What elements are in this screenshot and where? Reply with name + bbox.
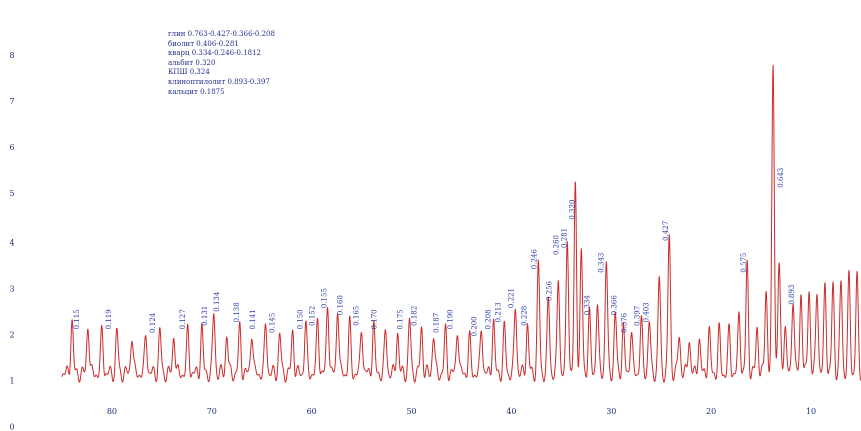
peak-label: 0.260 bbox=[552, 235, 560, 255]
peak-label: 0.124 bbox=[149, 312, 157, 333]
peak-label: 0.366 bbox=[610, 295, 618, 316]
y-tick-label: 0 bbox=[9, 422, 14, 431]
peak-label: 0.127 bbox=[179, 309, 187, 329]
series-line bbox=[61, 64, 861, 383]
peak-label: 0.403 bbox=[642, 302, 650, 322]
peak-label: 0.281 bbox=[560, 228, 568, 248]
y-tick-label: 6 bbox=[9, 143, 14, 152]
y-tick-label: 1 bbox=[9, 376, 14, 385]
x-tick-label: 80 bbox=[107, 407, 117, 416]
legend-line-albite: альбит 0.320 bbox=[168, 58, 216, 67]
peak-label: 0.643 bbox=[777, 168, 785, 188]
x-tick-label: 10 bbox=[806, 407, 816, 416]
x-tick-label: 50 bbox=[406, 407, 416, 416]
peak-label: 0.246 bbox=[530, 249, 538, 270]
x-tick-label: 40 bbox=[506, 407, 516, 416]
peak-label: 0.427 bbox=[662, 221, 670, 241]
y-axis-ticks: 8 7 6 5 4 3 2 1 0 bbox=[9, 51, 14, 431]
peak-label: 0.138 bbox=[233, 302, 241, 322]
y-tick-label: 4 bbox=[9, 238, 14, 247]
y-tick-label: 5 bbox=[9, 189, 14, 198]
peak-label: 0.213 bbox=[494, 302, 502, 322]
x-tick-label: 60 bbox=[307, 407, 317, 416]
peak-label: 0.320 bbox=[568, 200, 576, 220]
y-tick-label: 8 bbox=[9, 51, 14, 60]
mineral-legend: глин 0.763-0.427-0.366-0.208 биолит 0.40… bbox=[168, 30, 275, 97]
peak-label: 0.175 bbox=[397, 309, 405, 329]
peak-label: 0.119 bbox=[105, 309, 113, 329]
peak-label: 0.182 bbox=[411, 306, 419, 326]
peak-label: 0.115 bbox=[73, 309, 81, 329]
peak-label: 0.893 bbox=[788, 285, 796, 305]
peak-label: 0.575 bbox=[740, 253, 748, 273]
legend-line-clay: глин 0.763-0.427-0.366-0.208 bbox=[168, 30, 275, 38]
legend-line-clinoptilolite: клиноптилолит 0.893-0.397 bbox=[168, 77, 270, 86]
peak-label: 0.221 bbox=[507, 288, 515, 308]
peak-label: 0.256 bbox=[545, 280, 553, 301]
peak-label: 0.187 bbox=[433, 313, 441, 333]
peak-label: 0.228 bbox=[520, 306, 528, 326]
peak-label: 0.160 bbox=[337, 295, 345, 315]
legend-line-kpsh: КПШ 0.324 bbox=[168, 68, 210, 77]
peak-label: 0.145 bbox=[269, 313, 277, 333]
peak-label: 0.150 bbox=[297, 309, 305, 329]
x-tick-label: 30 bbox=[606, 407, 616, 416]
peak-label: 0.208 bbox=[484, 309, 492, 329]
peak-label: 0.152 bbox=[309, 306, 317, 326]
peak-label: 0.131 bbox=[201, 306, 209, 326]
legend-line-quartz: кварц 0.334-0.246-0.1812 bbox=[168, 49, 261, 58]
plot-area bbox=[61, 64, 861, 383]
x-tick-label: 70 bbox=[207, 407, 217, 416]
peak-label: 0.334 bbox=[583, 295, 591, 316]
peak-label: 0.155 bbox=[321, 288, 329, 308]
legend-line-calcite: кальцит 0.1875 bbox=[168, 87, 225, 96]
y-tick-label: 7 bbox=[9, 97, 14, 106]
legend-line-biolite: биолит 0.406-0.281 bbox=[168, 39, 239, 48]
x-axis-ticks: 80 70 60 50 40 30 20 10 bbox=[107, 407, 816, 416]
peak-label: 0.141 bbox=[249, 309, 257, 329]
peak-label: 0.376 bbox=[620, 312, 628, 333]
y-tick-label: 3 bbox=[9, 284, 14, 293]
peak-label: 0.397 bbox=[633, 306, 641, 326]
y-tick-label: 2 bbox=[9, 330, 14, 339]
peak-label: 0.165 bbox=[353, 306, 361, 326]
peak-label: 0.190 bbox=[446, 309, 454, 329]
x-tick-label: 20 bbox=[706, 407, 716, 416]
peak-annotations: 0.115 0.119 0.124 0.127 0.131 0.134 0.138 0.141… bbox=[73, 168, 796, 337]
peak-label: 0.343 bbox=[597, 253, 605, 273]
peak-label: 0.170 bbox=[371, 309, 379, 329]
peak-label: 0.134 bbox=[213, 291, 221, 312]
peak-label: 0.200 bbox=[471, 316, 479, 336]
